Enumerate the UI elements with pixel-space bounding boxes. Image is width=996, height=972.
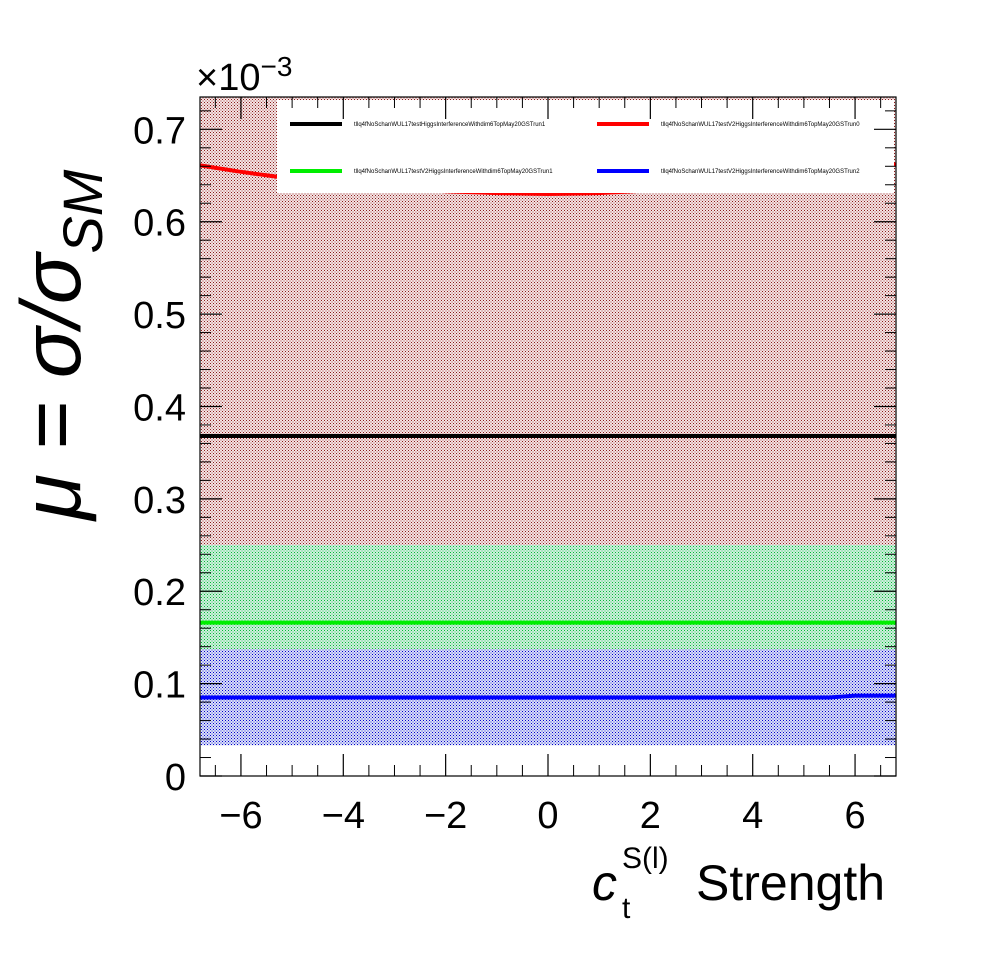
y-tick-label: 0.5 [133,295,186,337]
legend-label-1: tllq4fNoSchanWUL17testV2HiggsInterferenc… [661,122,860,128]
y-tick-label: 0.6 [133,203,186,245]
y-axis-label-main: μ = σ/σ [4,250,98,522]
legend-box [277,100,894,193]
x-axis-label-symbol: c [592,855,617,911]
y-tick-label: 0.1 [133,665,186,707]
legend: tllq4fNoSchanWUL17testHiggsInterferenceW… [277,100,894,193]
y-multiplier: ×10−3 [196,51,292,99]
legend-label-0: tllq4fNoSchanWUL17testHiggsInterferenceW… [354,122,546,128]
y-tick-label: 0.7 [133,110,186,152]
legend-label-3: tllq4fNoSchanWUL17testV2HiggsInterferenc… [661,169,860,175]
band-series-2 [200,545,896,650]
x-axis-label-sub: t [622,892,631,925]
x-tick-label: 2 [640,795,661,837]
y-tick-label: 0 [165,757,186,799]
x-axis-label-sup: S(l) [622,842,669,875]
tick-labels: −6 −4 −2 0 2 4 6 0 0.1 0.2 0.3 0.4 0.5 0.6 0.7 [133,110,865,837]
x-tick-label: 6 [844,795,865,837]
y-axis-label: μ = σ/σSM [4,169,114,522]
x-tick-label: 0 [537,795,558,837]
x-tick-label: −4 [322,795,365,837]
y-axis-label-sub: SM [51,169,114,253]
y-tick-label: 0.3 [133,480,186,522]
x-tick-label: −2 [424,795,467,837]
x-axis-label-text: Strength [696,855,885,911]
y-tick-label: 0.2 [133,572,186,614]
legend-label-2: tllq4fNoSchanWUL17testV2HiggsInterferenc… [354,169,553,175]
series-line-3 [200,693,896,700]
y-multiplier-exp: −3 [260,51,292,82]
x-tick-label: −6 [219,795,262,837]
x-axis-label: c S(l) t Strength [592,842,885,925]
axis-ticks [200,97,896,777]
x-tick-label: 4 [742,795,763,837]
y-multiplier-base: ×10 [196,57,260,99]
y-tick-label: 0.4 [133,387,186,429]
